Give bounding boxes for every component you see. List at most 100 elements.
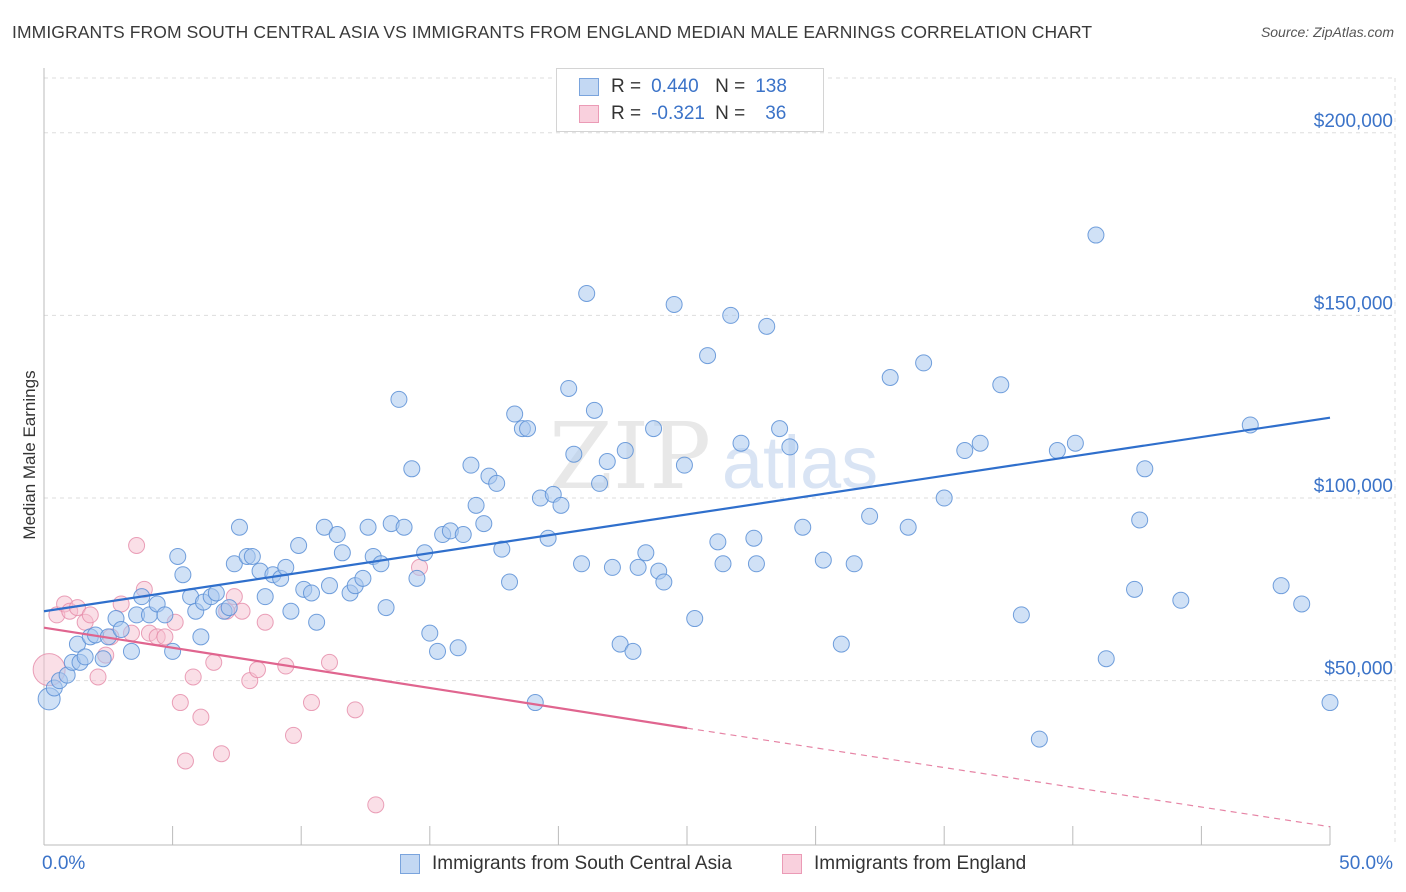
england-point [184,668,202,686]
south-central-asia-point [408,569,426,587]
legend-r-label: R = [611,103,642,124]
legend-n-value: 36 [765,103,787,124]
south-central-asia-point [1066,434,1084,452]
y-tick-label: $50,000 [1324,659,1393,680]
south-central-asia-point [328,526,346,544]
england-point [212,745,230,763]
south-central-asia-point [745,529,763,547]
south-central-asia-point [881,368,899,386]
legend-swatch-pink [579,105,599,123]
y-tick-labels: $50,000 $100,000 $150,000 $200,000 [1314,111,1393,680]
south-central-asia-point [282,602,300,620]
south-central-asia-point [624,642,642,660]
legend-row-south-central-asia: R = 0.440 N = 138 [579,73,787,101]
south-central-asia-point [156,606,174,624]
south-central-asia-point [429,642,447,660]
england-point [367,796,385,814]
england-point [302,694,320,712]
south-central-asia-point [565,445,583,463]
south-central-asia-point [1097,650,1115,668]
south-central-asia-point [616,442,634,460]
south-central-asia-point [421,624,439,642]
england-point [205,653,223,671]
south-central-asia-point [1131,511,1149,529]
south-central-asia-point [359,518,377,536]
south-central-asia-point [372,555,390,573]
legend-r-label: R = [611,76,642,97]
south-central-asia-point [686,610,704,628]
x-axis [43,68,1331,846]
south-central-asia-point [1087,226,1105,244]
south-central-asia-point [290,537,308,555]
south-central-asia-point [992,376,1010,394]
x-tick-labels: 0.0% 50.0% [42,853,1393,874]
south-central-asia-point [243,547,261,565]
south-central-asia-point [501,573,519,591]
south-central-asia-point [493,540,511,558]
south-central-asia-point [1172,591,1190,609]
south-central-asia-point [354,569,372,587]
england-point [176,752,194,770]
south-central-asia-point [230,518,248,536]
y-tick-label: $200,000 [1314,111,1393,132]
legend-n-label: N = [715,76,746,97]
legend-n-value: 138 [755,76,787,97]
south-central-asia-point [449,639,467,657]
south-central-asia-point [1293,595,1311,613]
bottom-legend-swatch-blue [400,854,420,874]
south-central-asia-point [315,518,333,536]
south-central-asia-point [915,354,933,372]
south-central-asia-point [971,434,989,452]
south-central-asia-point [655,573,673,591]
south-central-asia-point [395,518,413,536]
south-central-asia-point [169,547,187,565]
england-point [171,694,189,712]
x-tick-label: 0.0% [42,853,85,874]
south-central-asia-points [37,226,1339,748]
england-point [128,537,146,555]
south-central-asia-point [112,621,130,639]
south-central-asia-point [174,566,192,584]
south-central-asia-point [585,401,603,419]
england-point [81,606,99,624]
south-central-asia-point [956,442,974,460]
south-central-asia-point [629,558,647,576]
south-central-asia-point [467,496,485,514]
x-tick-label: 50.0% [1339,853,1393,874]
south-central-asia-point [333,544,351,562]
south-central-asia-point [1030,730,1048,748]
south-central-asia-point [390,390,408,408]
south-central-asia-point [665,295,683,313]
south-central-asia-point [462,456,480,474]
south-central-asia-point [714,555,732,573]
south-central-asia-point [94,650,112,668]
legend-row-england: R = -0.321 N = 36 [579,100,786,128]
south-central-asia-point [771,420,789,438]
england-point [89,668,107,686]
south-central-asia-point [758,317,776,335]
south-central-asia-point [699,347,717,365]
watermark-atlas: atlas [722,421,878,504]
south-central-asia-point [935,489,953,507]
south-central-asia-point [598,453,616,470]
south-central-asia-point [832,635,850,653]
bottom-legend-south-central-asia: Immigrants from South Central Asia [400,850,732,878]
south-central-asia-point [454,526,472,544]
england-points [32,537,429,814]
england-point [192,708,210,726]
england-point [346,701,364,719]
bottom-legend-label: Immigrants from South Central Asia [432,853,732,874]
south-central-asia-point [861,507,879,525]
south-central-asia-point [611,635,629,653]
bottom-legend-england: Immigrants from England [782,850,1026,878]
south-central-asia-point [308,613,326,631]
south-central-asia-point [709,533,727,551]
south-central-asia-point [539,529,557,547]
south-central-asia-point [732,434,750,452]
y-tick-label: $100,000 [1314,476,1393,497]
south-central-asia-point [637,544,655,562]
south-central-asia-point [1136,460,1154,478]
england-point [320,653,338,671]
south-central-asia-point [603,558,621,576]
south-central-asia-point [591,474,609,492]
